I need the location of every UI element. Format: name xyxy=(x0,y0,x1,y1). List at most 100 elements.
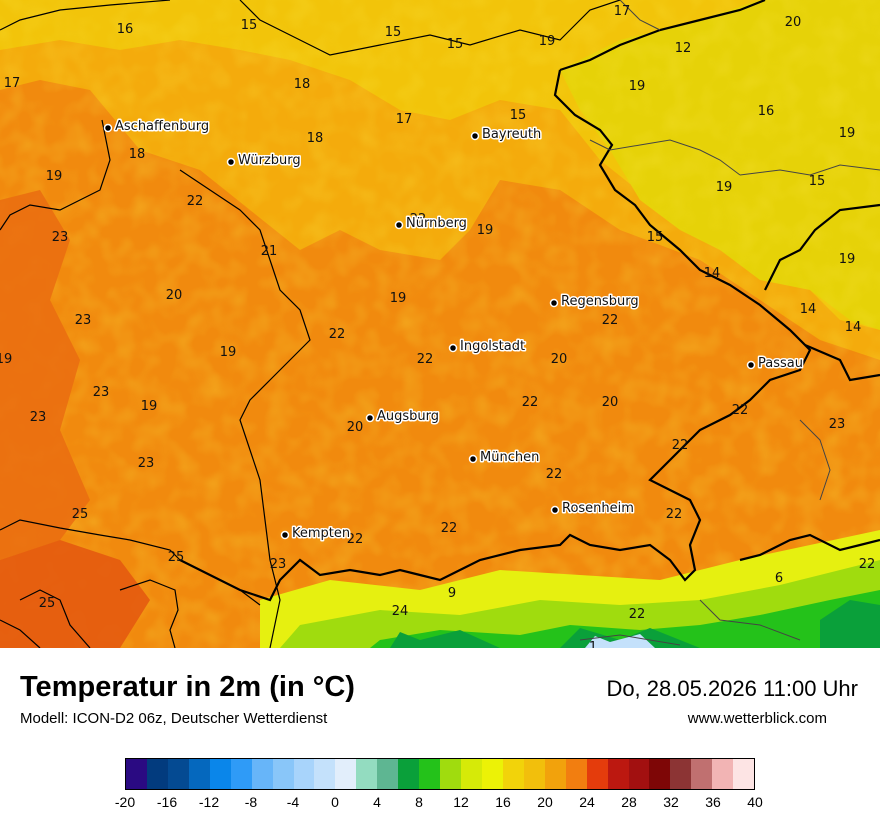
temperature-value-label: 22 xyxy=(732,403,749,418)
legend-tick-label: 8 xyxy=(415,794,423,810)
city-marker: Aschaffenburg xyxy=(103,118,211,136)
city-name: Regensburg xyxy=(561,294,639,309)
legend-tick-label: 0 xyxy=(331,794,339,810)
temperature-value-label: 16 xyxy=(758,104,775,119)
legend-swatch xyxy=(146,759,168,789)
city-dot xyxy=(394,220,404,230)
temperature-value-label: 19 xyxy=(390,291,407,306)
legend-swatch xyxy=(733,759,755,789)
temperature-value-label: 23 xyxy=(138,456,155,471)
city-name: Passau xyxy=(758,356,803,371)
temperature-value-label: 17 xyxy=(396,112,413,127)
legend-swatch xyxy=(398,759,420,789)
legend-tick-label: -4 xyxy=(286,794,300,810)
temperature-value-label: 19 xyxy=(839,126,856,141)
legend-swatch xyxy=(335,759,357,789)
city-name: Ingolstadt xyxy=(460,339,525,354)
temperature-value-label: 22 xyxy=(546,467,563,482)
temp-field-24 xyxy=(0,190,90,560)
temperature-value-label: 20 xyxy=(602,395,619,410)
legend-ticks: -20 -16 -12 -8 -4 0 4 8 12 16 20 24 28 32 36 40 xyxy=(115,794,763,814)
city-name: Nürnberg xyxy=(406,216,467,231)
city-marker: Ingolstadt xyxy=(448,338,527,356)
map-footer: Temperatur in 2m (in °C) Modell: ICON-D2… xyxy=(0,648,880,830)
temperature-value-label: 23 xyxy=(30,410,47,425)
legend-swatch xyxy=(481,759,503,789)
temperature-value-label: 23 xyxy=(829,417,846,432)
temperature-value-label: 19 xyxy=(141,399,158,414)
temperature-value-label: 22 xyxy=(347,532,364,547)
temperature-value-label: 23 xyxy=(75,313,92,328)
temperature-value-label: 22 xyxy=(666,507,683,522)
city-dot xyxy=(746,360,756,370)
legend-swatch xyxy=(628,759,650,789)
temperature-value-label: 15 xyxy=(241,18,258,33)
temperature-value-label: 24 xyxy=(392,604,409,619)
temperature-value-label: 22 xyxy=(672,438,689,453)
temperature-value-label: 14 xyxy=(704,266,721,281)
legend-swatch xyxy=(440,759,461,789)
temperature-value-label: 15 xyxy=(510,108,527,123)
temperature-value-label: 19 xyxy=(0,352,12,367)
legend-swatch xyxy=(586,759,608,789)
color-legend xyxy=(125,758,755,790)
city-dot xyxy=(226,157,236,167)
legend-swatch xyxy=(188,759,210,789)
temperature-value-label: 22 xyxy=(441,521,458,536)
temperature-value-label: 22 xyxy=(522,395,539,410)
legend-swatch xyxy=(691,759,713,789)
legend-tick-label: -20 xyxy=(114,794,136,810)
legend-swatch xyxy=(293,759,315,789)
temperature-value-label: 14 xyxy=(800,302,817,317)
website-link[interactable]: www.wetterblick.com xyxy=(687,710,827,727)
other-borders xyxy=(579,0,880,646)
legend-tick-label: 40 xyxy=(747,794,763,810)
temperature-value-label: 19 xyxy=(839,252,856,267)
legend-tick-label: 16 xyxy=(495,794,511,810)
temperature-map: 16 15 15 15 17 18 12 20 17 18 19 17 18 15 16 19 19 19 19 22… xyxy=(0,0,880,648)
city-name: Würzburg xyxy=(238,153,301,168)
city-dot xyxy=(470,131,480,141)
temperature-value-label: 19 xyxy=(46,169,63,184)
city-marker: Augsburg xyxy=(365,408,441,426)
temperature-value-label: 15 xyxy=(809,174,826,189)
city-dot xyxy=(448,343,458,353)
legend-swatch xyxy=(544,759,566,789)
city-name: Kempten xyxy=(292,526,350,541)
legend-tick-label: 24 xyxy=(579,794,595,810)
legend-tick-label: 12 xyxy=(453,794,469,810)
legend-swatch xyxy=(523,759,545,789)
city-marker: Passau xyxy=(746,355,804,373)
temperature-value-label: 1 xyxy=(589,640,597,648)
temperature-value-label: 22 xyxy=(417,352,434,367)
temperature-value-label: 9 xyxy=(448,586,456,601)
legend-swatch xyxy=(607,759,629,789)
legend-swatch xyxy=(377,759,399,789)
temperature-value-label: 16 xyxy=(117,22,134,37)
legend-swatch xyxy=(565,759,587,789)
legend-swatch xyxy=(356,759,378,789)
temperature-value-label: 15 xyxy=(385,25,402,40)
city-name: München xyxy=(480,450,539,465)
city-dot xyxy=(549,298,559,308)
city-dot xyxy=(280,530,290,540)
city-markers: Aschaffenburg Würzburg Bayreuth Nürnberg Reg… xyxy=(103,118,804,543)
temperature-value-label: 21 xyxy=(261,244,278,259)
temperature-value-label: 14 xyxy=(845,320,862,335)
legend-swatch xyxy=(272,759,294,789)
city-name: Bayreuth xyxy=(482,127,541,142)
city-dot xyxy=(365,413,375,423)
temperature-value-label: 25 xyxy=(39,596,56,611)
city-marker: Kempten xyxy=(280,525,352,543)
city-dot xyxy=(468,454,478,464)
city-name: Rosenheim xyxy=(562,501,634,516)
city-name: Augsburg xyxy=(377,409,439,424)
city-marker: Rosenheim xyxy=(550,500,635,518)
temperature-value-label: 20 xyxy=(551,352,568,367)
legend-tick-label: -16 xyxy=(156,794,178,810)
temperature-value-label: 22 xyxy=(629,607,646,622)
temperature-value-label: 22 xyxy=(859,557,876,572)
legend-swatch xyxy=(419,759,441,789)
city-name: Aschaffenburg xyxy=(115,119,209,134)
temperature-value-label: 19 xyxy=(716,180,733,195)
